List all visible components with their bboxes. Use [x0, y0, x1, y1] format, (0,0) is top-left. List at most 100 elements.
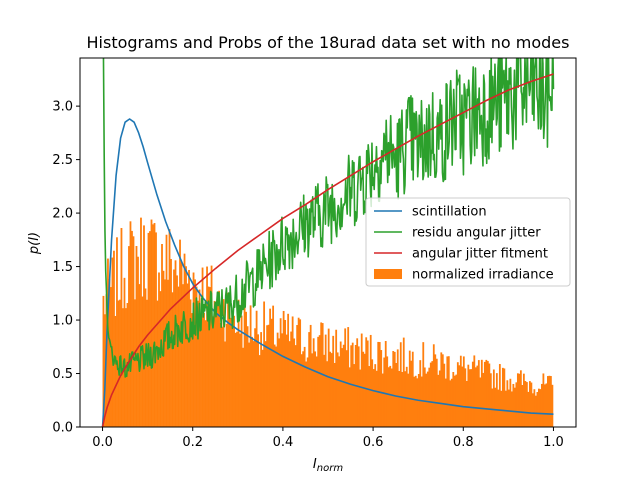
histogram-bar	[434, 354, 437, 427]
histogram-bar	[185, 266, 187, 427]
histogram-bar	[258, 355, 261, 427]
histogram-bar	[429, 362, 432, 427]
histogram-bar	[338, 356, 341, 427]
x-tick-label: 0.8	[453, 435, 474, 450]
histogram-bar	[468, 369, 471, 427]
histogram-bar	[444, 378, 447, 427]
histogram-bar	[399, 342, 402, 427]
histogram-bar	[323, 354, 326, 427]
histogram-bar	[410, 360, 413, 427]
histogram-bar	[500, 390, 503, 427]
histogram-bar	[299, 319, 302, 427]
histogram-bar	[470, 369, 473, 427]
histogram-bar	[197, 300, 199, 427]
histogram-bar	[123, 277, 126, 427]
series-lines	[101, 58, 555, 427]
histogram-bar	[201, 267, 204, 427]
histogram-bar	[194, 279, 196, 427]
histogram-bar	[134, 299, 136, 427]
histogram-bar	[482, 372, 485, 427]
x-tick-label: 0.4	[273, 435, 294, 450]
histogram-bar	[191, 313, 193, 427]
y-axis: 0.0 0.5 1.0 1.5 2.0 2.5 3.0	[52, 100, 80, 436]
histogram-bar	[219, 322, 222, 427]
histogram-bar	[395, 362, 398, 427]
histogram-bar	[377, 341, 380, 427]
histogram-bar	[507, 389, 510, 427]
histogram-bar	[540, 383, 543, 427]
histogram-bar	[189, 299, 192, 427]
x-tick-label: 0.2	[182, 435, 203, 450]
histogram-bar	[431, 361, 434, 427]
histogram-bar	[440, 352, 443, 427]
histogram-bar	[297, 317, 300, 427]
histogram-bar	[279, 318, 282, 427]
histogram-bar	[332, 335, 335, 427]
histogram-bar	[525, 382, 528, 427]
histogram-bar	[243, 300, 246, 427]
histogram-bar	[306, 357, 309, 427]
histogram-bar	[344, 328, 347, 427]
histogram-bar	[330, 353, 333, 427]
histogram-bar	[290, 331, 293, 427]
histogram-bar	[320, 322, 323, 427]
histogram-bar	[453, 375, 456, 427]
histogram-bar	[488, 363, 491, 427]
y-tick-label: 2.5	[52, 153, 73, 168]
histogram-bar	[156, 300, 159, 427]
histogram-bar	[510, 391, 513, 427]
histogram-bar	[437, 374, 440, 427]
histogram-bar	[347, 327, 350, 427]
histogram-bar	[120, 228, 123, 427]
y-tick-label: 3.0	[52, 100, 73, 115]
histogram-bar	[188, 269, 190, 427]
histogram-bar	[401, 371, 404, 427]
histogram-bar	[438, 370, 441, 427]
histogram-bar	[135, 246, 138, 427]
histogram-bar	[240, 315, 243, 427]
histogram-bar	[167, 279, 169, 427]
histogram-bar	[425, 373, 428, 427]
histogram-bar	[512, 383, 515, 427]
legend-label: residu angular jitter	[412, 226, 541, 241]
histogram-bar	[407, 373, 410, 427]
histogram-bar	[521, 385, 524, 427]
histogram-bar	[287, 313, 290, 427]
histogram-bar	[221, 326, 223, 427]
histogram-bar	[380, 350, 383, 427]
histogram-bar	[494, 387, 497, 427]
histogram-bar	[242, 347, 244, 427]
histogram-bar	[317, 336, 320, 427]
histogram-bar	[414, 375, 417, 427]
histogram-bar	[153, 223, 156, 427]
histogram-bar	[542, 373, 545, 427]
histogram-bar	[428, 367, 431, 427]
histogram-bar	[114, 316, 117, 427]
histogram-bar	[210, 265, 213, 427]
histogram-bar	[368, 366, 371, 427]
histogram-bar	[213, 300, 216, 427]
histogram-bar	[131, 230, 133, 427]
histogram-bar	[263, 301, 266, 427]
histogram-bar	[419, 360, 422, 427]
histogram-bar	[249, 305, 252, 427]
histogram-bar	[312, 338, 315, 427]
histogram-bar	[116, 237, 118, 427]
histogram-bar	[155, 232, 157, 427]
histogram-bar	[267, 324, 270, 427]
series-line-angular-jitter-fitment	[101, 73, 554, 427]
histogram-bar	[446, 356, 449, 427]
histogram-bar	[192, 272, 195, 427]
histogram-bar	[255, 310, 258, 427]
histogram-bar	[177, 286, 180, 427]
x-tick-label: 1.0	[543, 435, 564, 450]
histogram-bar	[545, 383, 548, 427]
histogram-bar	[327, 328, 330, 427]
histogram-bar	[246, 326, 249, 427]
histogram-bar	[519, 370, 522, 427]
histogram-bar	[176, 275, 178, 427]
histogram-bar	[547, 376, 549, 427]
histogram-bar	[449, 380, 452, 427]
histogram-bar	[200, 320, 202, 427]
histogram-bar	[117, 300, 120, 427]
